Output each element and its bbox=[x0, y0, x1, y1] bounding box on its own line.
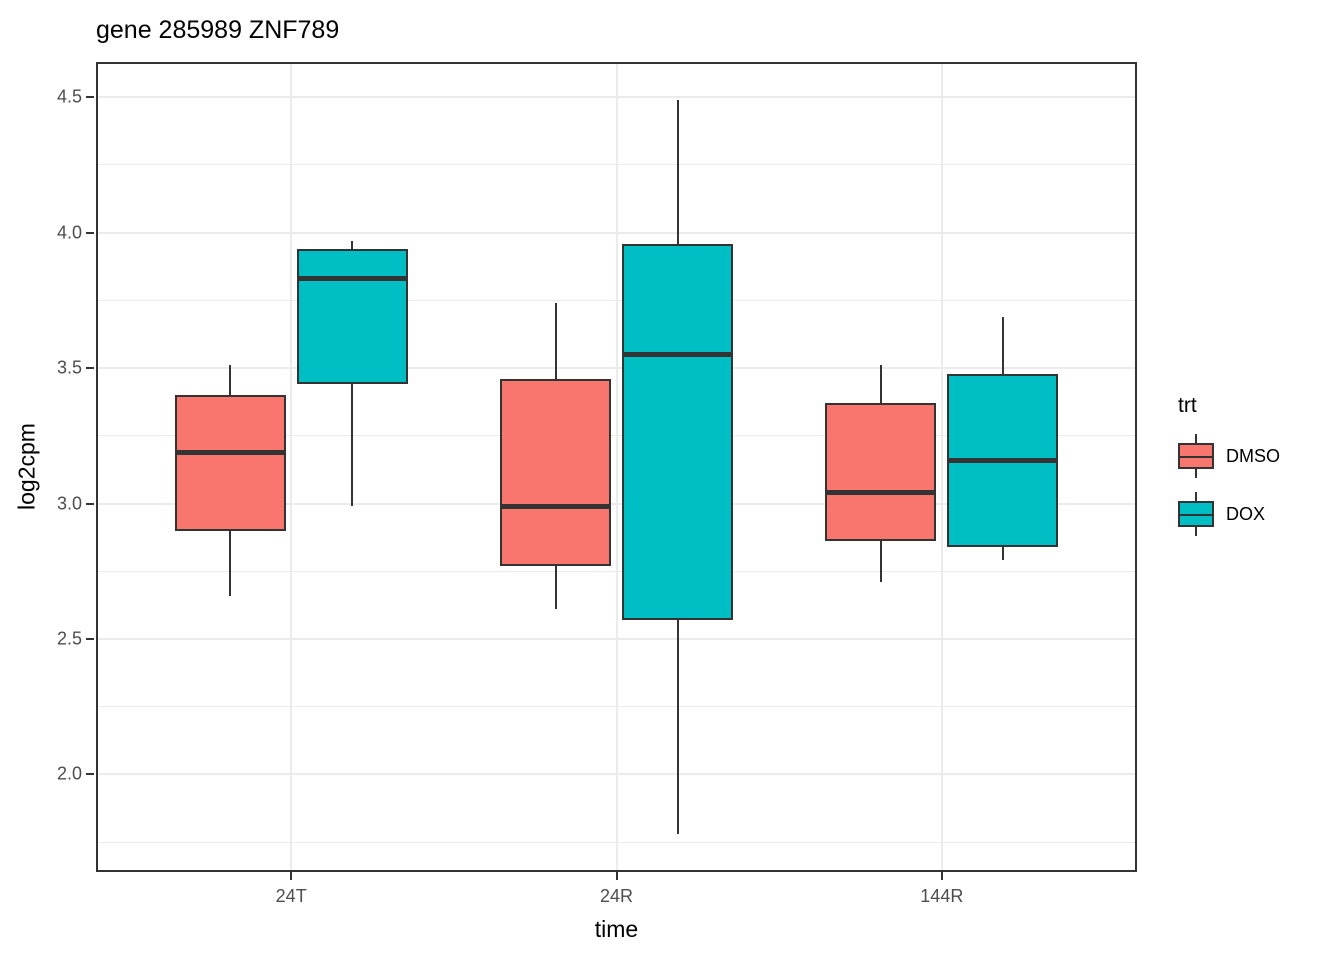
y-axis-title: log2cpm bbox=[13, 423, 40, 511]
boxplot-box-DOX-24R bbox=[622, 243, 733, 621]
y-tick-label: 3.5 bbox=[56, 357, 82, 378]
key-box bbox=[1178, 501, 1214, 527]
legend-item-dmso: DMSO bbox=[1178, 434, 1280, 478]
y-tick-label: 4.5 bbox=[56, 86, 82, 107]
y-tick-label: 3.0 bbox=[56, 493, 82, 514]
boxplot-median-DOX-24R bbox=[622, 352, 733, 358]
category-gridline bbox=[290, 62, 293, 872]
legend-item-dox: DOX bbox=[1178, 492, 1280, 536]
boxplot-box-DMSO-24T bbox=[174, 395, 286, 531]
key-box bbox=[1178, 443, 1214, 469]
boxplot-box-DMSO-24R bbox=[500, 378, 611, 566]
y-tick-label: 2.5 bbox=[56, 628, 82, 649]
category-gridline bbox=[615, 62, 618, 872]
boxplot-key-icon bbox=[1178, 492, 1214, 536]
legend-item-label: DMSO bbox=[1226, 445, 1280, 466]
y-tick-mark bbox=[86, 773, 94, 776]
boxplot-median-DOX-144R bbox=[947, 457, 1059, 463]
y-tick-label: 4.0 bbox=[56, 222, 82, 243]
boxplot-median-DMSO-24T bbox=[174, 449, 286, 455]
x-tick-mark bbox=[940, 872, 943, 880]
x-tick-label: 144R bbox=[920, 886, 964, 906]
y-tick-mark bbox=[86, 638, 94, 641]
x-tick-label: 24T bbox=[275, 886, 307, 906]
boxplot-median-DMSO-144R bbox=[825, 490, 937, 496]
boxplot-median-DMSO-24R bbox=[500, 503, 611, 509]
key-median-line bbox=[1180, 514, 1212, 516]
boxplot-box-DOX-24T bbox=[296, 248, 408, 385]
x-tick-mark bbox=[290, 872, 293, 880]
x-tick-label: 24R bbox=[599, 886, 634, 906]
boxplot-median-DOX-24T bbox=[296, 276, 408, 282]
key-median-line bbox=[1180, 456, 1212, 458]
y-tick-mark bbox=[86, 502, 94, 505]
plot-panel bbox=[96, 62, 1137, 872]
legend: trt DMSO DOX bbox=[1178, 394, 1280, 550]
y-tick-mark bbox=[86, 96, 94, 99]
y-tick-mark bbox=[86, 367, 94, 370]
y-tick-label: 2.0 bbox=[56, 763, 82, 784]
legend-title: trt bbox=[1178, 394, 1197, 417]
x-axis-title: time bbox=[594, 916, 639, 942]
boxplot-box-DMSO-144R bbox=[825, 403, 937, 542]
category-gridline bbox=[940, 62, 943, 872]
x-tick-mark bbox=[615, 872, 618, 880]
chart-title: gene 285989 ZNF789 bbox=[96, 16, 340, 44]
y-tick-mark bbox=[86, 231, 94, 234]
legend-item-label: DOX bbox=[1226, 503, 1266, 524]
boxplot-key-icon bbox=[1178, 434, 1214, 478]
